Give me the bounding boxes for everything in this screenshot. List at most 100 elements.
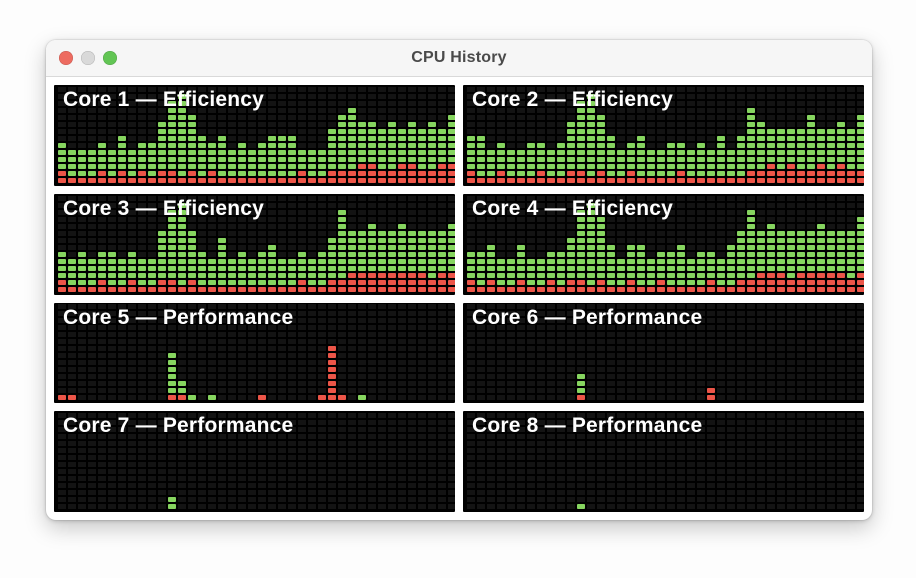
history-column [278,193,286,292]
history-column [807,411,815,509]
history-column [248,302,256,401]
history-column [188,193,196,292]
history-column [388,85,396,183]
history-column [627,85,635,183]
history-column [388,302,396,401]
history-column [757,85,765,183]
history-column [248,85,256,183]
history-column [637,302,645,401]
core-label: Core 5 — Performance [63,305,294,329]
history-column [747,85,755,183]
history-column [607,193,615,292]
core-panel: Core 7 — Performance [54,411,455,512]
history-column [218,193,226,292]
history-column [408,411,416,509]
history-column [228,85,236,183]
history-column [258,85,266,183]
history-column [448,411,455,509]
history-column [577,85,585,183]
history-column [717,193,725,292]
history-column [168,85,176,183]
history-column [517,411,525,509]
history-column [298,411,306,509]
history-column [487,411,495,509]
history-column [687,302,695,401]
minimize-button[interactable] [81,51,95,65]
history-column [637,193,645,292]
history-column [467,85,475,183]
history-graph [58,411,455,509]
history-graph [467,411,864,509]
history-column [118,193,126,292]
history-column [827,411,835,509]
history-column [647,411,655,509]
history-column [358,85,366,183]
history-column [138,302,146,401]
history-column [118,85,126,183]
history-column [607,302,615,401]
history-column [198,411,206,509]
history-graph [467,193,864,292]
history-column [787,302,795,401]
history-column [847,302,855,401]
history-graph [467,302,864,401]
history-column [328,85,336,183]
history-column [378,85,386,183]
history-column [727,302,735,401]
history-column [248,411,256,509]
history-column [188,302,196,401]
history-column [88,302,96,401]
history-column [338,302,346,401]
history-column [757,302,765,401]
history-column [118,411,126,509]
history-column [837,411,845,509]
history-column [837,193,845,292]
history-column [308,411,316,509]
history-column [857,85,864,183]
history-column [667,411,675,509]
history-column [308,302,316,401]
zoom-button[interactable] [103,51,117,65]
history-column [418,85,426,183]
history-column [707,85,715,183]
history-column [178,302,186,401]
titlebar[interactable]: CPU History [46,40,872,77]
history-column [338,411,346,509]
history-column [807,302,815,401]
core-label: Core 1 — Efficiency [63,88,265,111]
history-column [288,85,296,183]
history-column [707,193,715,292]
history-column [747,302,755,401]
history-column [208,302,216,401]
history-column [358,302,366,401]
history-column [268,302,276,401]
history-column [398,411,406,509]
history-column [577,193,585,292]
core-panel: Core 6 — Performance [463,302,864,404]
core-panel: Core 4 — Efficiency [463,193,864,295]
history-column [228,302,236,401]
history-column [58,302,66,401]
history-column [477,85,485,183]
core-label: Core 7 — Performance [63,414,294,438]
history-column [597,193,605,292]
history-column [497,302,505,401]
history-column [727,85,735,183]
history-column [218,302,226,401]
history-column [767,411,775,509]
history-column [348,302,356,401]
close-button[interactable] [59,51,73,65]
history-column [98,193,106,292]
traffic-lights [59,40,117,76]
history-column [557,85,565,183]
history-column [817,85,825,183]
history-column [717,302,725,401]
history-column [318,193,326,292]
history-graph [58,302,455,401]
history-column [318,85,326,183]
history-column [537,85,545,183]
history-column [637,85,645,183]
history-column [767,193,775,292]
history-column [388,193,396,292]
